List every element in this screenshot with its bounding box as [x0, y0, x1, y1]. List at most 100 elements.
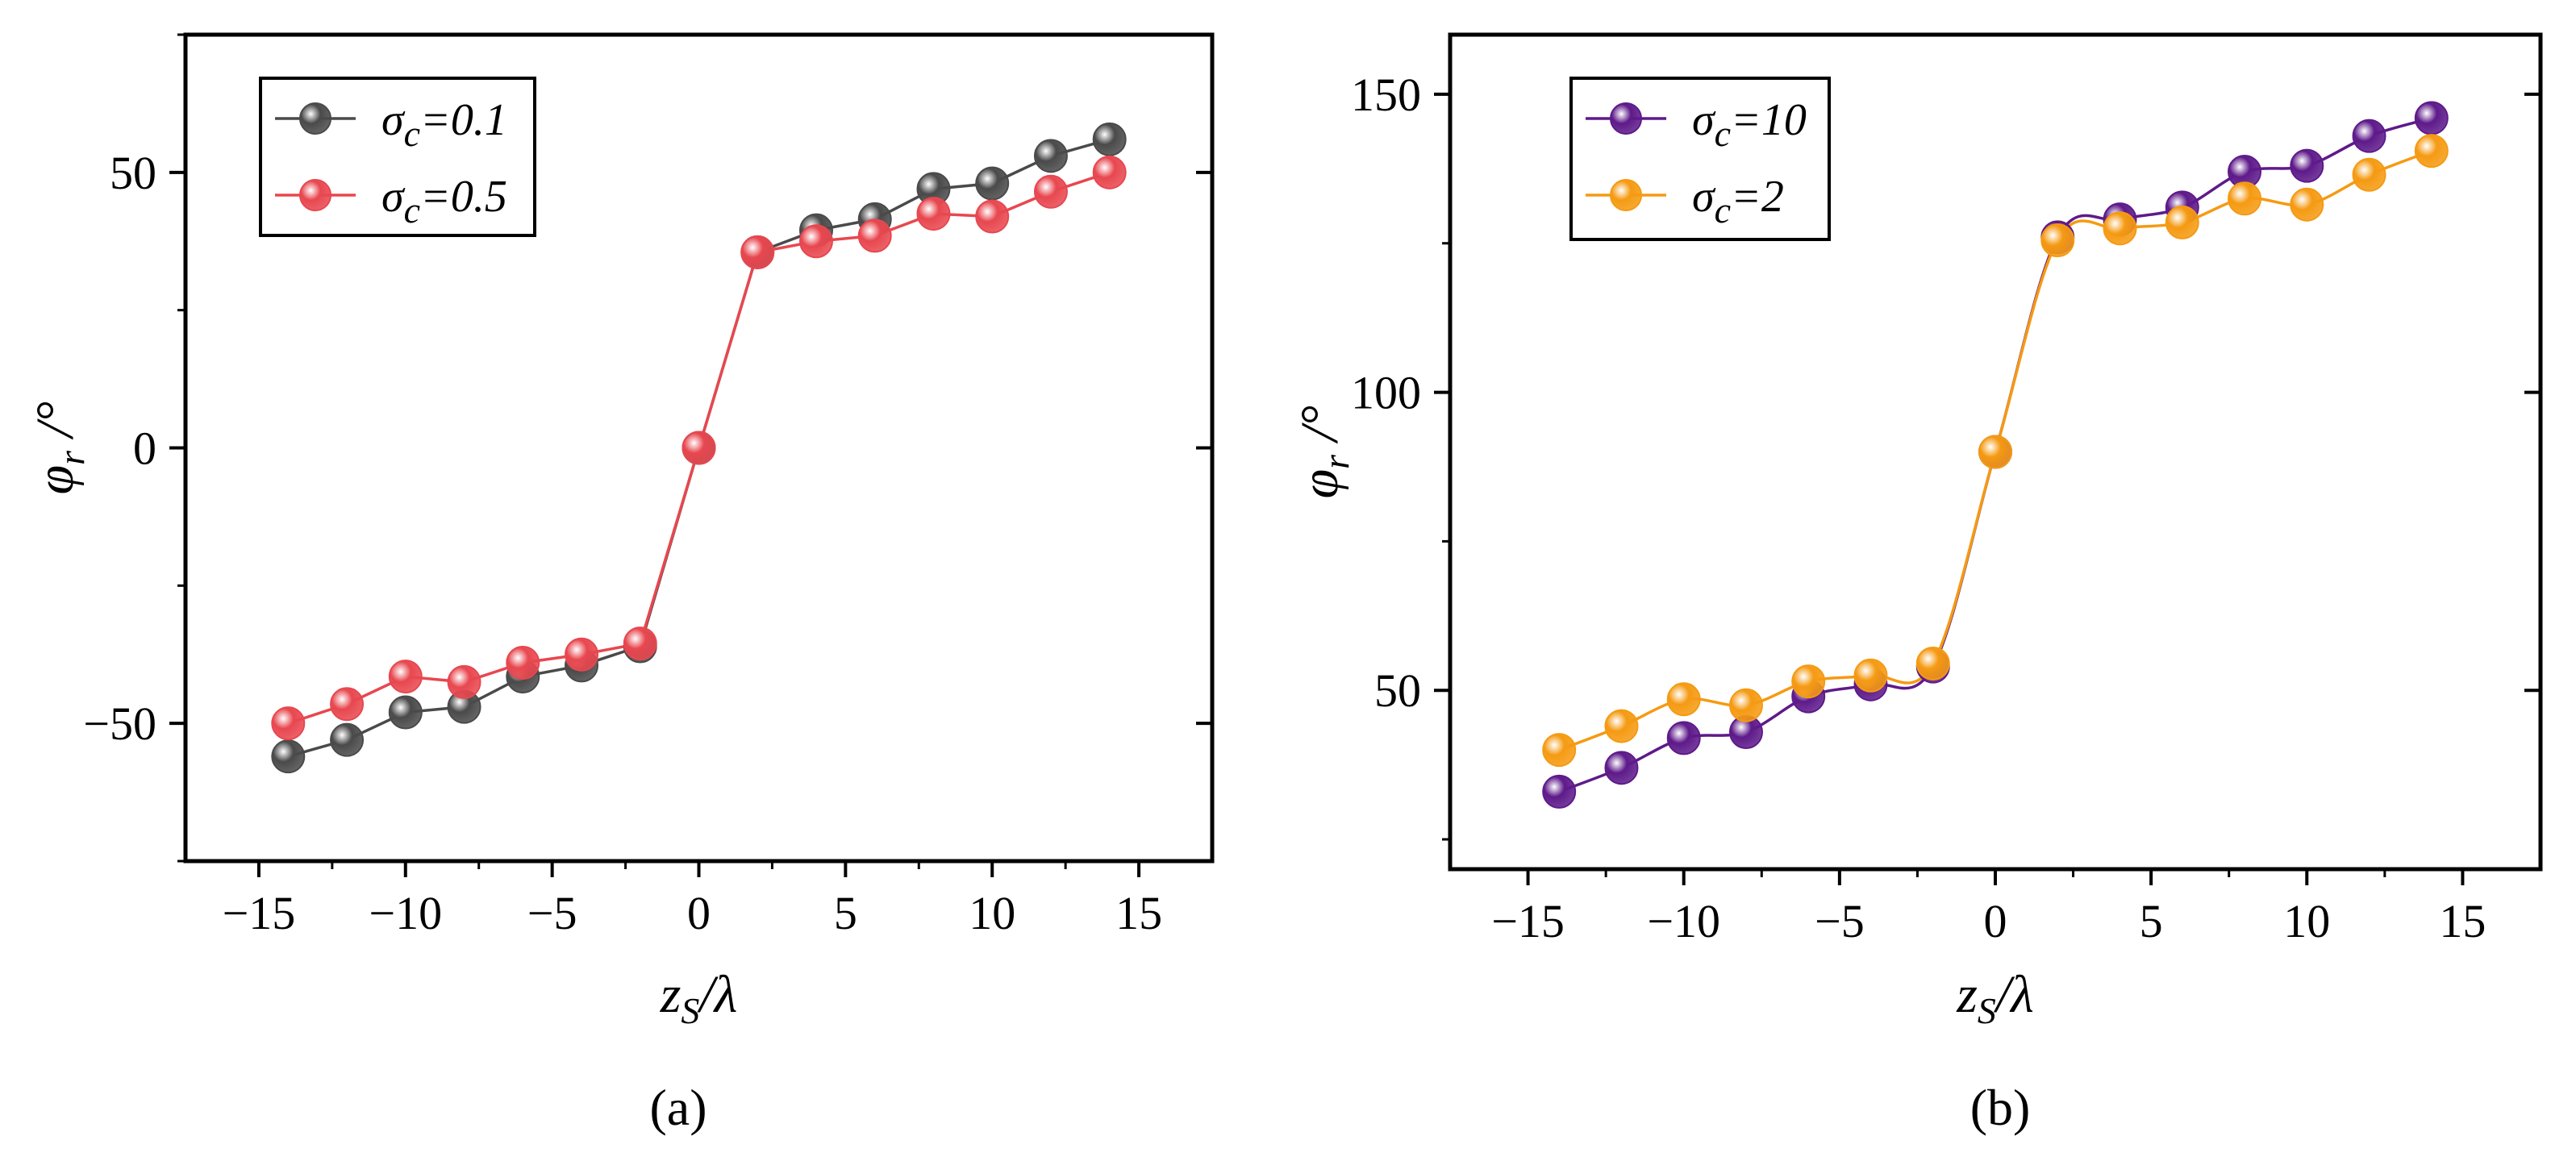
x-axis-title-a-sub: S: [681, 990, 699, 1031]
legend-label-a-0-sub: c: [404, 113, 420, 154]
legend-box-b: [1569, 77, 1831, 241]
x-tick-label-a: −10: [369, 887, 442, 939]
y-tick-label-a: 50: [110, 147, 156, 199]
x-tick-label-b: −5: [1815, 895, 1865, 947]
x-tick-label-a: 10: [969, 887, 1015, 939]
data-point-a-1: [623, 626, 657, 661]
data-point-b-0: [2414, 101, 2449, 135]
data-point-b-1: [1791, 664, 1826, 699]
y-axis-title-a: φr /°: [26, 402, 92, 495]
data-point-a-0: [1033, 139, 1068, 173]
data-point-a-1: [857, 218, 892, 253]
data-point-b-0: [2290, 148, 2324, 183]
legend-label-b-1: σc=2: [1692, 172, 1784, 231]
data-point-b-1: [1978, 435, 2012, 469]
x-tick-label-b: −10: [1647, 895, 1720, 947]
data-point-b-1: [1728, 688, 1763, 722]
data-point-b-1: [1604, 709, 1639, 743]
y-tick-label-a: −50: [83, 697, 156, 750]
data-point-b-1: [2414, 134, 2449, 169]
data-point-a-0: [388, 695, 423, 730]
x-tick-label-a: 15: [1115, 887, 1162, 939]
x-tick-label-a: −5: [527, 887, 577, 939]
legend-label-b-0-base: σ: [1692, 95, 1716, 145]
x-tick-label-b: 10: [2283, 895, 2330, 947]
data-point-b-1: [1666, 682, 1701, 717]
data-point-b-1: [1853, 658, 1888, 693]
legend-label-b-0: σc=10: [1692, 95, 1807, 154]
data-point-b-1: [1542, 733, 1577, 768]
data-point-a-0: [1092, 122, 1127, 156]
x-tick-label-b: −15: [1491, 895, 1565, 947]
data-point-a-0: [271, 739, 306, 774]
x-axis-title-b-base: z: [1956, 965, 1978, 1024]
data-point-b-1: [2290, 187, 2324, 222]
x-axis-title-a-tail: /λ: [696, 965, 737, 1024]
legend-marker-a-1: [299, 179, 331, 211]
y-axis-title-a-sub: r: [51, 450, 92, 465]
y-axis-title-b-tail: /°: [1290, 406, 1349, 455]
legend-label-b-1-base: σ: [1692, 172, 1716, 222]
legend-label-b-1-sub: c: [1715, 189, 1731, 231]
data-point-a-0: [330, 722, 365, 757]
x-tick-label-a: 5: [834, 887, 857, 939]
y-axis-title-a-tail: /°: [26, 402, 85, 451]
data-point-a-1: [975, 199, 1010, 234]
data-point-a-0: [975, 166, 1010, 201]
legend-label-a-0-tail: =0.1: [420, 95, 507, 145]
legend-marker-a-0: [299, 102, 331, 135]
y-tick-label-b: 100: [1351, 367, 1421, 419]
panel-a-caption: (a): [649, 1079, 707, 1136]
data-point-a-1: [330, 687, 365, 722]
data-point-b-0: [1666, 721, 1701, 755]
x-axis-title-b-sub: S: [1978, 990, 1996, 1031]
data-point-a-1: [388, 660, 423, 694]
legend-label-a-1-tail: =0.5: [420, 172, 507, 222]
x-tick-label-b: 15: [2439, 895, 2486, 947]
x-tick-label-b: 0: [1984, 895, 2007, 947]
x-axis-title-a: zS/λ: [660, 965, 738, 1031]
data-point-b-1: [2228, 181, 2262, 216]
x-tick-label-b: 5: [2140, 895, 2163, 947]
x-axis-title-b-tail: /λ: [1993, 965, 2034, 1024]
data-point-b-0: [2352, 119, 2386, 153]
legend-label-a-0: σc=0.1: [381, 95, 507, 154]
y-axis-title-b-sub: r: [1315, 454, 1357, 469]
x-axis-title-b: zS/λ: [1956, 965, 2034, 1031]
legend-label-b-0-sub: c: [1715, 113, 1731, 154]
y-tick-label-b: 150: [1351, 69, 1421, 121]
data-point-b-1: [2352, 157, 2386, 192]
legend-label-b-0-tail: =10: [1731, 95, 1807, 145]
legend-label-a-1-base: σ: [381, 172, 406, 222]
legend-label-a-1-sub: c: [404, 189, 420, 231]
data-point-a-1: [1092, 155, 1127, 189]
data-point-a-1: [447, 664, 481, 699]
y-axis-title-a-base: φ: [26, 465, 85, 495]
data-point-a-1: [271, 706, 306, 741]
data-point-a-1: [682, 431, 716, 465]
legend-a: σc=0.1σc=0.5: [259, 77, 536, 237]
data-point-b-1: [2165, 205, 2199, 239]
panel-b-caption: (b): [1970, 1079, 2031, 1136]
y-tick-label-b: 50: [1374, 664, 1421, 717]
x-axis-title-a-base: z: [660, 965, 682, 1024]
y-axis-title-b: φr /°: [1290, 406, 1357, 499]
legend-marker-b-1: [1610, 179, 1642, 211]
legend-marker-b-0: [1610, 102, 1642, 135]
data-point-a-1: [506, 646, 540, 680]
legend-label-a-1: σc=0.5: [381, 172, 507, 231]
data-point-b-1: [2040, 223, 2075, 258]
y-axis-title-b-base: φ: [1290, 469, 1349, 499]
data-point-a-1: [798, 224, 833, 259]
x-tick-label-a: 0: [687, 887, 711, 939]
y-tick-label-a: 0: [133, 422, 156, 475]
data-point-b-0: [1542, 774, 1577, 809]
data-point-a-1: [916, 197, 951, 231]
x-tick-label-a: −15: [223, 887, 296, 939]
legend-box-a: [259, 77, 536, 237]
data-point-b-1: [2103, 211, 2137, 246]
legend-label-a-0-base: σ: [381, 95, 406, 145]
